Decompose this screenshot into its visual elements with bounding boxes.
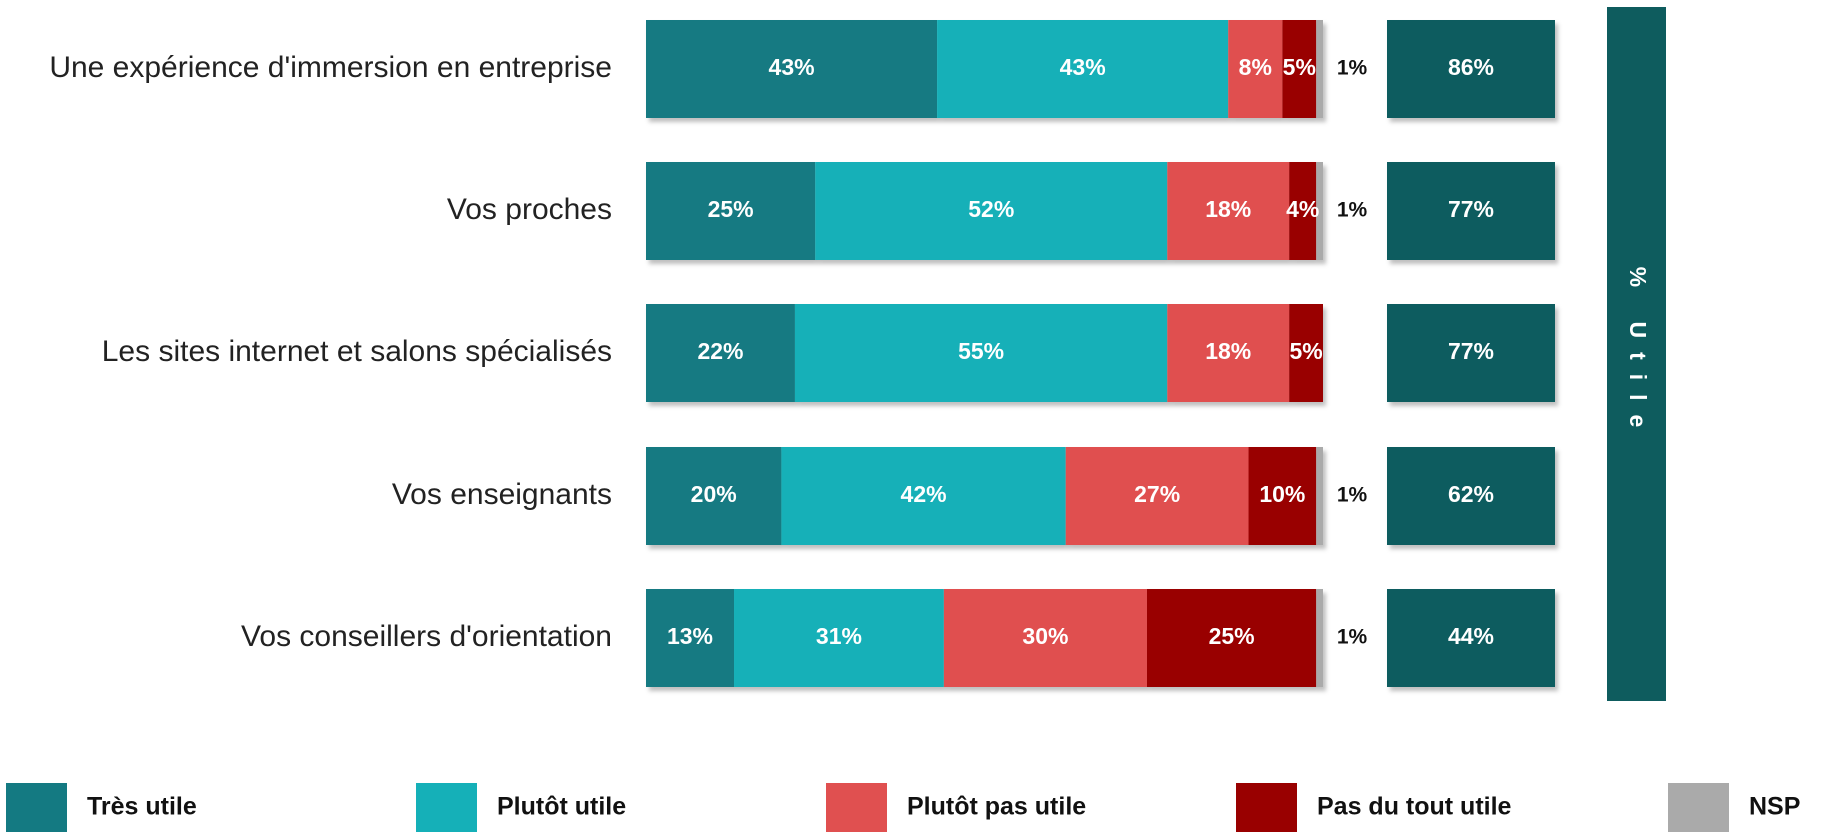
- bar-segment: [937, 20, 1229, 118]
- value-label: 43%: [769, 54, 815, 80]
- category-label: Vos conseillers d'orientation: [241, 620, 612, 653]
- value-label: 4%: [1286, 196, 1319, 222]
- bar-segment: [646, 589, 735, 687]
- total-box: [1387, 304, 1555, 402]
- total-label: 77%: [1448, 338, 1494, 364]
- bar-segment: [734, 589, 944, 687]
- bar-segment: [815, 162, 1168, 260]
- legend-label: Pas du tout utile: [1317, 793, 1512, 821]
- value-label: 42%: [901, 481, 947, 507]
- legend-label: Plutôt utile: [497, 793, 626, 821]
- value-label: 5%: [1289, 338, 1322, 364]
- bar-group: [646, 20, 1323, 118]
- legend-swatch: [6, 783, 67, 832]
- outside-label: 1%: [1337, 484, 1368, 507]
- value-label: 25%: [1209, 623, 1255, 649]
- bar-segment: [1316, 20, 1323, 118]
- total-label: 77%: [1448, 196, 1494, 222]
- total-box: [1387, 589, 1555, 687]
- value-label: 22%: [697, 338, 743, 364]
- bar-segment: [794, 304, 1168, 402]
- totals-title: % Utile: [1625, 267, 1651, 442]
- value-label: 30%: [1022, 623, 1068, 649]
- total-label: 62%: [1448, 481, 1494, 507]
- legend-label: Plutôt pas utile: [907, 793, 1086, 821]
- bar-segment: [781, 447, 1066, 545]
- value-label: 18%: [1205, 338, 1251, 364]
- category-label: Une expérience d'immersion en entreprise: [49, 51, 612, 84]
- bar-segment: [1228, 20, 1283, 118]
- legend-swatch: [1668, 783, 1729, 832]
- total-box: [1387, 20, 1555, 118]
- bar-segment: [646, 447, 782, 545]
- total-box: [1387, 162, 1555, 260]
- value-label: 25%: [708, 196, 754, 222]
- bar-segment: [1248, 447, 1317, 545]
- outside-label: 1%: [1337, 626, 1368, 649]
- value-label: 31%: [816, 623, 862, 649]
- value-label: 52%: [968, 196, 1014, 222]
- bar-segment: [1282, 20, 1317, 118]
- total-label: 44%: [1448, 623, 1494, 649]
- bar-group: [646, 162, 1323, 260]
- value-label: 55%: [958, 338, 1004, 364]
- bar-group: [646, 304, 1323, 402]
- legend-swatch: [826, 783, 887, 832]
- legend-swatch: [1236, 783, 1297, 832]
- value-label: 20%: [691, 481, 737, 507]
- bar-segment: [646, 304, 795, 402]
- bar-segment: [1146, 589, 1317, 687]
- value-label: 27%: [1134, 481, 1180, 507]
- bar-segment: [1289, 162, 1317, 260]
- bar-segment: [1316, 447, 1323, 545]
- bar-segment: [943, 589, 1147, 687]
- bar-group: [646, 447, 1323, 545]
- value-label: 10%: [1259, 481, 1305, 507]
- category-label: Vos proches: [447, 193, 612, 226]
- value-label: 8%: [1239, 54, 1272, 80]
- value-label: 43%: [1060, 54, 1106, 80]
- category-label: Les sites internet et salons spécialisés: [102, 335, 612, 368]
- bar-segment: [1167, 304, 1290, 402]
- bar-segment: [1065, 447, 1249, 545]
- bar-segment: [1167, 162, 1290, 260]
- total-box: [1387, 447, 1555, 545]
- legend-swatch: [416, 783, 477, 832]
- value-label: 13%: [667, 623, 713, 649]
- total-label: 86%: [1448, 54, 1494, 80]
- bar-group: [646, 589, 1323, 687]
- totals-panel: [1607, 7, 1666, 701]
- value-label: 18%: [1205, 196, 1251, 222]
- bar-segment: [646, 20, 938, 118]
- value-label: 5%: [1283, 54, 1316, 80]
- outside-label: 1%: [1337, 57, 1368, 80]
- legend-label: NSP: [1749, 793, 1800, 821]
- bar-segment: [1289, 304, 1323, 402]
- bar-segment: [1316, 162, 1323, 260]
- bar-segment: [646, 162, 816, 260]
- legend-label: Très utile: [87, 793, 197, 821]
- bar-segment: [1316, 589, 1323, 687]
- outside-label: 1%: [1337, 199, 1368, 222]
- category-label: Vos enseignants: [392, 478, 612, 511]
